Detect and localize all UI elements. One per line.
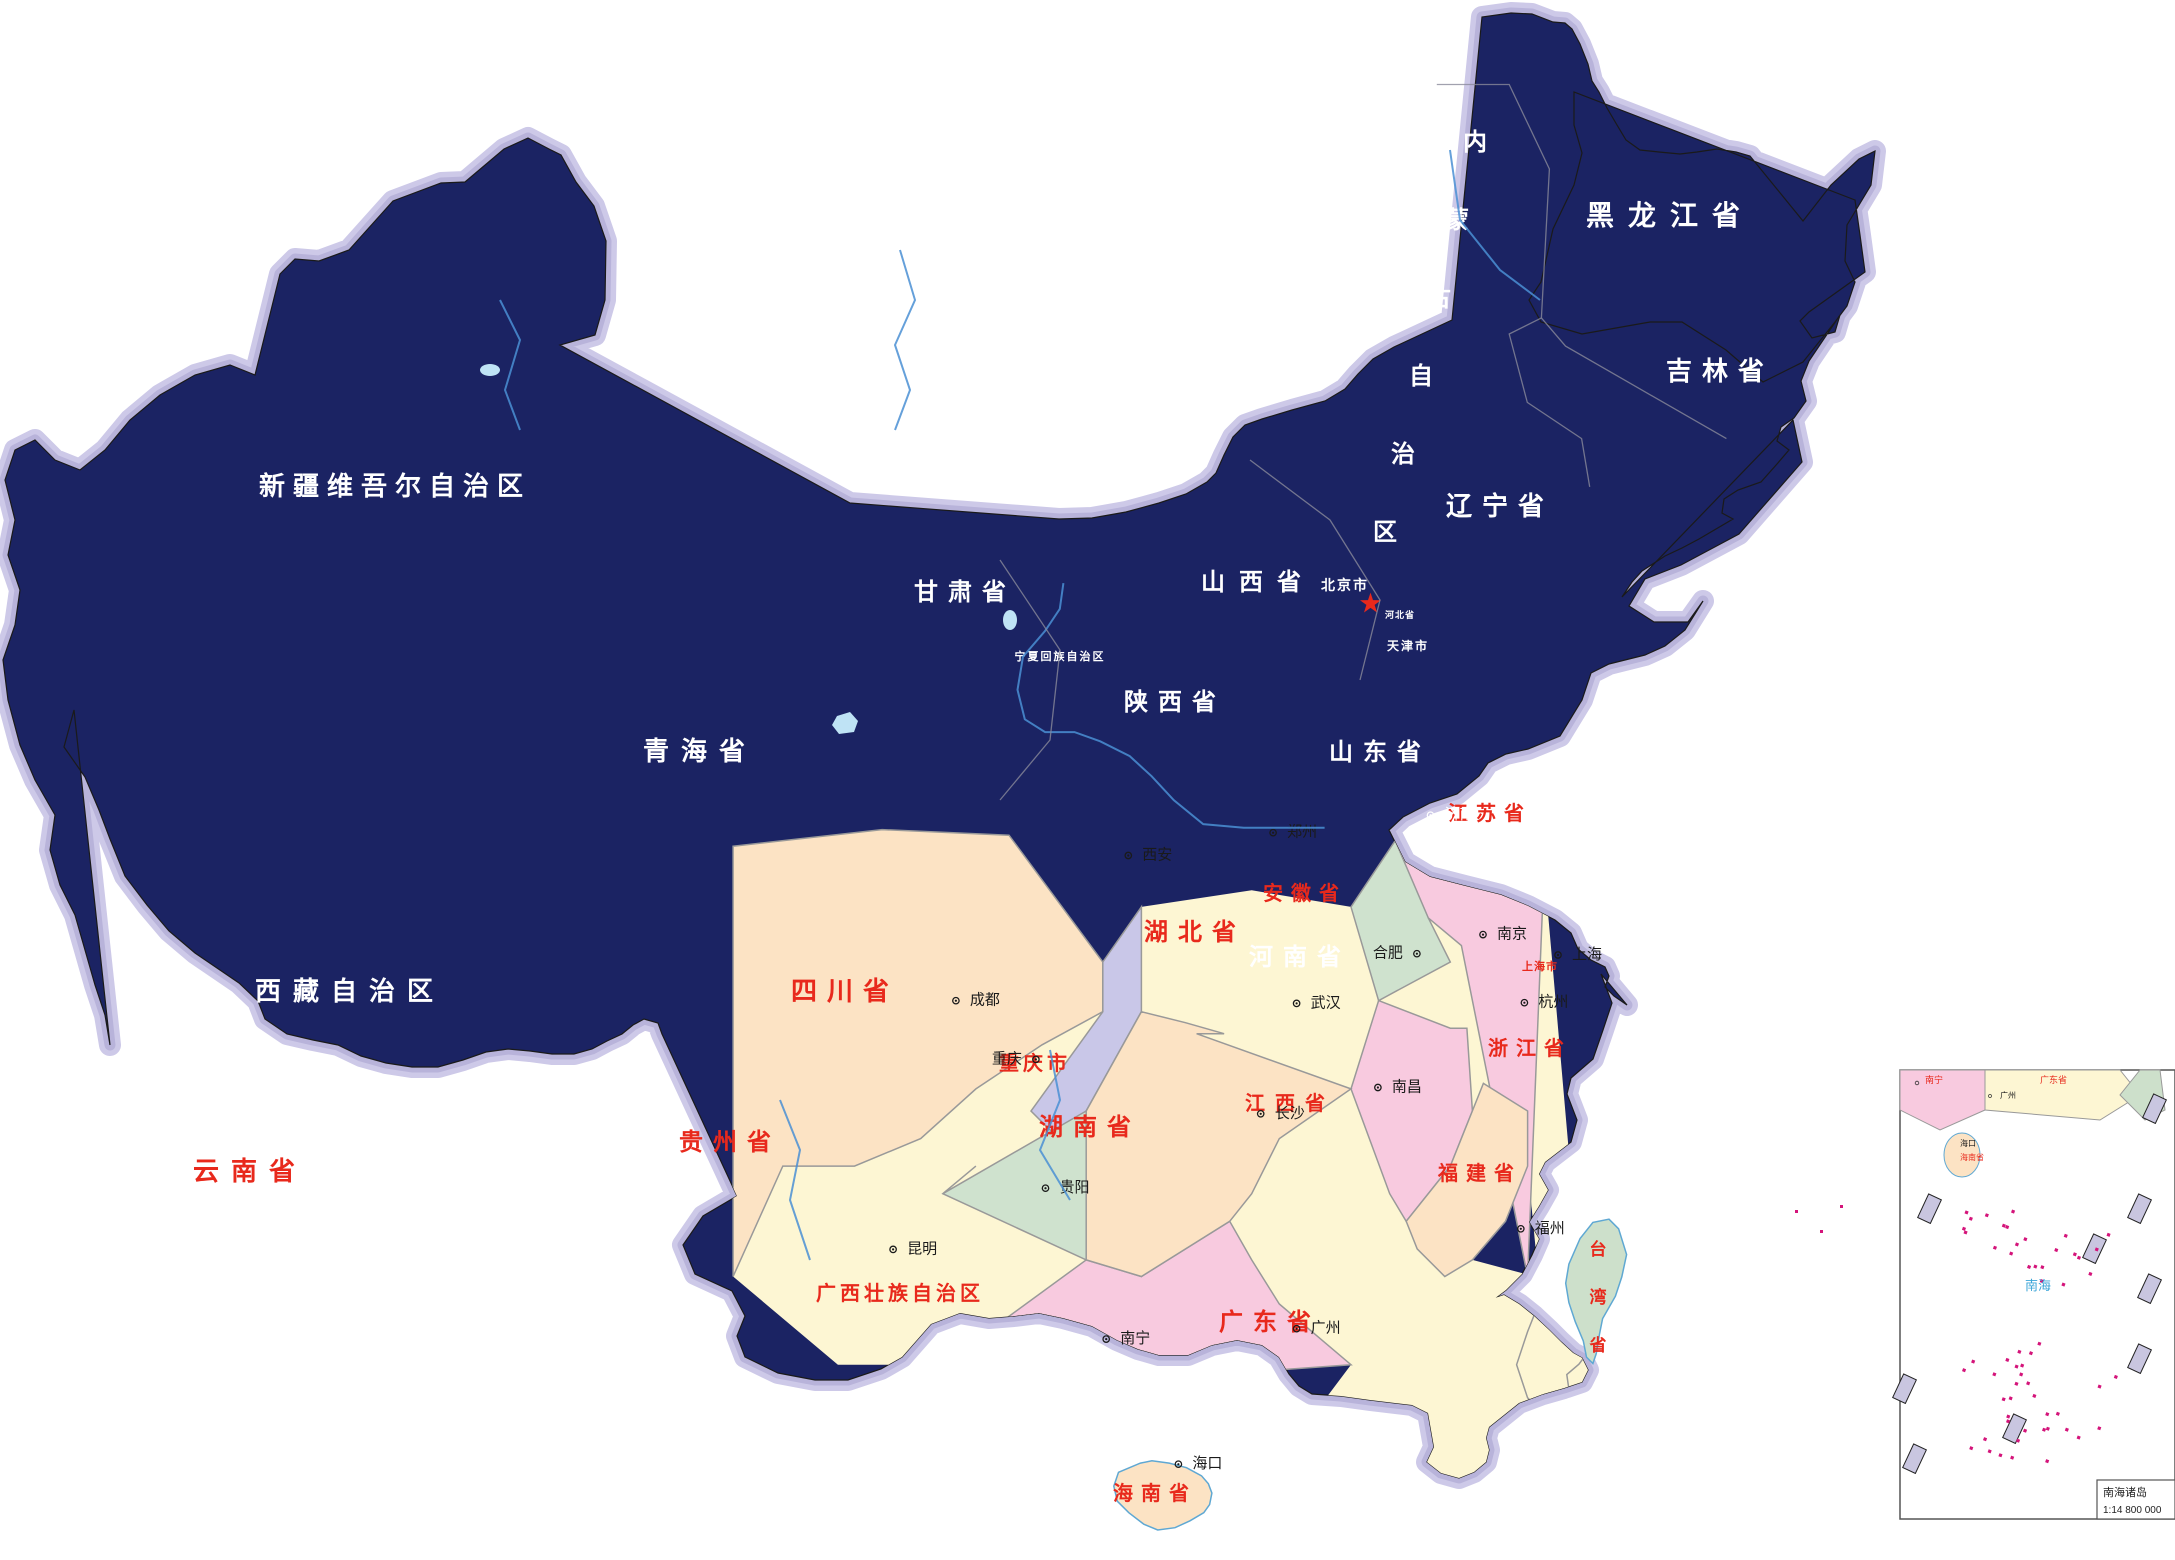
svg-text:南宁: 南宁: [1120, 1330, 1150, 1347]
svg-text:海南省: 海南省: [1113, 1481, 1197, 1505]
svg-text:内: 内: [1463, 129, 1487, 156]
svg-text:西藏自治区: 西藏自治区: [255, 976, 445, 1006]
svg-text:湖北省: 湖北省: [1144, 919, 1246, 946]
svg-text:西安: 西安: [1142, 847, 1172, 864]
svg-text:天津市: 天津市: [1387, 638, 1429, 653]
svg-text:南海: 南海: [2025, 1278, 2051, 1293]
svg-text:广东省: 广东省: [2040, 1074, 2067, 1085]
svg-text:武汉: 武汉: [1311, 994, 1341, 1011]
svg-text:南昌: 南昌: [1392, 1079, 1422, 1096]
svg-text:合肥: 合肥: [1373, 945, 1403, 962]
svg-text:山西省: 山西省: [1201, 569, 1315, 596]
svg-text:海口: 海口: [1960, 1138, 1976, 1148]
svg-text:台: 台: [1590, 1239, 1607, 1259]
svg-text:陕西省: 陕西省: [1124, 688, 1226, 716]
svg-text:省: 省: [1589, 1335, 1607, 1355]
svg-text:广州: 广州: [1311, 1320, 1341, 1337]
svg-text:广东省: 广东省: [1219, 1308, 1321, 1336]
svg-text:重庆: 重庆: [992, 1050, 1022, 1067]
svg-text:黑龙江省: 黑龙江省: [1586, 200, 1754, 231]
svg-text:上海: 上海: [1572, 946, 1602, 963]
svg-text:吉林省: 吉林省: [1666, 356, 1774, 386]
svg-text:南宁: 南宁: [1925, 1074, 1943, 1085]
svg-text:辽宁省: 辽宁省: [1446, 491, 1554, 521]
svg-text:济南: 济南: [1445, 806, 1475, 823]
svg-text:1:14 800 000: 1:14 800 000: [2103, 1505, 2162, 1516]
svg-text:郑州: 郑州: [1287, 824, 1317, 841]
svg-text:杭州: 杭州: [1538, 994, 1568, 1011]
svg-text:海口: 海口: [1192, 1455, 1222, 1472]
svg-text:上海市: 上海市: [1522, 959, 1558, 973]
svg-text:北京市: 北京市: [1321, 577, 1369, 593]
svg-text:贵州省: 贵州省: [679, 1129, 781, 1156]
svg-text:南海诸岛: 南海诸岛: [2103, 1485, 2147, 1499]
svg-text:广西壮族自治区: 广西壮族自治区: [816, 1281, 984, 1305]
svg-text:区: 区: [1373, 519, 1397, 546]
svg-text:福建省: 福建省: [1437, 1161, 1522, 1185]
svg-text:新疆维吾尔自治区: 新疆维吾尔自治区: [259, 471, 531, 501]
svg-text:蒙: 蒙: [1445, 207, 1469, 234]
svg-text:安徽省: 安徽省: [1263, 881, 1347, 905]
svg-text:长沙: 长沙: [1275, 1105, 1305, 1122]
svg-text:古: 古: [1427, 285, 1451, 312]
svg-text:山东省: 山东省: [1329, 738, 1431, 766]
svg-text:广州: 广州: [2000, 1090, 2016, 1100]
svg-text:海南省: 海南省: [1960, 1152, 1984, 1162]
svg-text:湖南省: 湖南省: [1039, 1114, 1141, 1141]
svg-text:青海省: 青海省: [643, 736, 757, 766]
svg-text:浙江省: 浙江省: [1488, 1036, 1572, 1060]
svg-text:贵阳: 贵阳: [1060, 1179, 1090, 1196]
svg-text:云南省: 云南省: [193, 1156, 307, 1186]
svg-text:自: 自: [1409, 362, 1433, 390]
svg-text:福州: 福州: [1535, 1220, 1565, 1237]
svg-text:湾: 湾: [1590, 1287, 1607, 1307]
svg-text:四川省: 四川省: [791, 976, 899, 1006]
svg-text:河南省: 河南省: [1249, 944, 1351, 971]
svg-text:昆明: 昆明: [907, 1240, 937, 1257]
svg-text:甘肃省: 甘肃省: [914, 579, 1016, 606]
svg-text:成都: 成都: [970, 992, 1000, 1009]
svg-text:河北省: 河北省: [1385, 609, 1415, 620]
svg-text:治: 治: [1391, 440, 1415, 468]
svg-text:南京: 南京: [1497, 926, 1527, 943]
